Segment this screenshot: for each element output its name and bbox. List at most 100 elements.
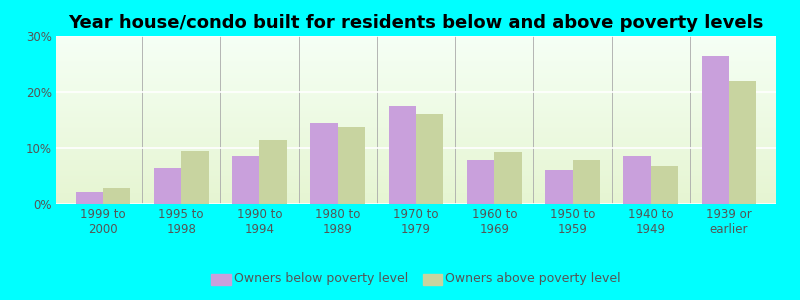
- Bar: [56, 72, 776, 73]
- Bar: [56, 112, 776, 113]
- Bar: [56, 95, 776, 96]
- Bar: [56, 151, 776, 152]
- Bar: [56, 99, 776, 100]
- Bar: [56, 137, 776, 138]
- Bar: [56, 82, 776, 83]
- Bar: [56, 117, 776, 118]
- Bar: [56, 172, 776, 173]
- Bar: [56, 44, 776, 45]
- Bar: [56, 127, 776, 128]
- Bar: [56, 133, 776, 134]
- Bar: [56, 98, 776, 99]
- Bar: [56, 124, 776, 125]
- Bar: [56, 111, 776, 112]
- Bar: [56, 78, 776, 79]
- Bar: [56, 134, 776, 135]
- Bar: [56, 65, 776, 66]
- Bar: [56, 163, 776, 164]
- Bar: [56, 74, 776, 75]
- Bar: [56, 131, 776, 132]
- Bar: [56, 162, 776, 163]
- Bar: [56, 49, 776, 50]
- Bar: [56, 148, 776, 149]
- Bar: [56, 164, 776, 165]
- Bar: [56, 186, 776, 187]
- Bar: [75, 192, 103, 204]
- Bar: [56, 57, 776, 58]
- Bar: [389, 106, 416, 204]
- Bar: [56, 48, 776, 49]
- Bar: [56, 149, 776, 150]
- Bar: [56, 51, 776, 52]
- Bar: [56, 96, 776, 97]
- Bar: [56, 193, 776, 194]
- Bar: [56, 85, 776, 86]
- Bar: [56, 105, 776, 106]
- Bar: [56, 92, 776, 93]
- Bar: [467, 160, 494, 204]
- Bar: [56, 120, 776, 121]
- Bar: [56, 156, 776, 157]
- Bar: [56, 140, 776, 141]
- Bar: [56, 54, 776, 55]
- Bar: [56, 80, 776, 81]
- Bar: [56, 179, 776, 180]
- Bar: [56, 187, 776, 188]
- Bar: [56, 50, 776, 51]
- Bar: [56, 86, 776, 87]
- Bar: [56, 198, 776, 199]
- Bar: [56, 39, 776, 40]
- Bar: [56, 52, 776, 53]
- Bar: [56, 90, 776, 91]
- Bar: [56, 128, 776, 129]
- Bar: [56, 103, 776, 104]
- Bar: [56, 101, 776, 102]
- Bar: [56, 73, 776, 74]
- Bar: [56, 87, 776, 88]
- Bar: [56, 188, 776, 189]
- Bar: [182, 151, 209, 204]
- Bar: [56, 203, 776, 204]
- Legend: Owners below poverty level, Owners above poverty level: Owners below poverty level, Owners above…: [211, 272, 621, 285]
- Bar: [56, 42, 776, 43]
- Bar: [56, 157, 776, 158]
- Bar: [56, 138, 776, 139]
- Bar: [56, 150, 776, 151]
- Bar: [56, 158, 776, 159]
- Bar: [56, 70, 776, 71]
- Bar: [56, 100, 776, 101]
- Bar: [56, 122, 776, 123]
- Bar: [56, 91, 776, 92]
- Bar: [56, 115, 776, 116]
- Bar: [56, 196, 776, 197]
- Bar: [56, 68, 776, 69]
- Bar: [56, 168, 776, 169]
- Bar: [56, 83, 776, 84]
- Bar: [56, 171, 776, 172]
- Bar: [56, 88, 776, 89]
- Bar: [56, 167, 776, 168]
- Bar: [56, 77, 776, 78]
- Bar: [56, 55, 776, 56]
- Bar: [56, 180, 776, 181]
- Bar: [56, 37, 776, 38]
- Bar: [56, 40, 776, 41]
- Bar: [56, 60, 776, 61]
- Bar: [56, 173, 776, 174]
- Bar: [56, 183, 776, 184]
- Bar: [56, 126, 776, 127]
- Bar: [56, 181, 776, 182]
- Bar: [545, 170, 573, 204]
- Bar: [56, 174, 776, 175]
- Title: Year house/condo built for residents below and above poverty levels: Year house/condo built for residents bel…: [68, 14, 764, 32]
- Bar: [56, 194, 776, 195]
- Bar: [56, 123, 776, 124]
- Bar: [56, 94, 776, 95]
- Bar: [56, 145, 776, 146]
- Bar: [56, 67, 776, 68]
- Bar: [650, 166, 678, 204]
- Bar: [702, 56, 729, 204]
- Bar: [416, 114, 443, 204]
- Bar: [56, 46, 776, 47]
- Bar: [573, 160, 600, 204]
